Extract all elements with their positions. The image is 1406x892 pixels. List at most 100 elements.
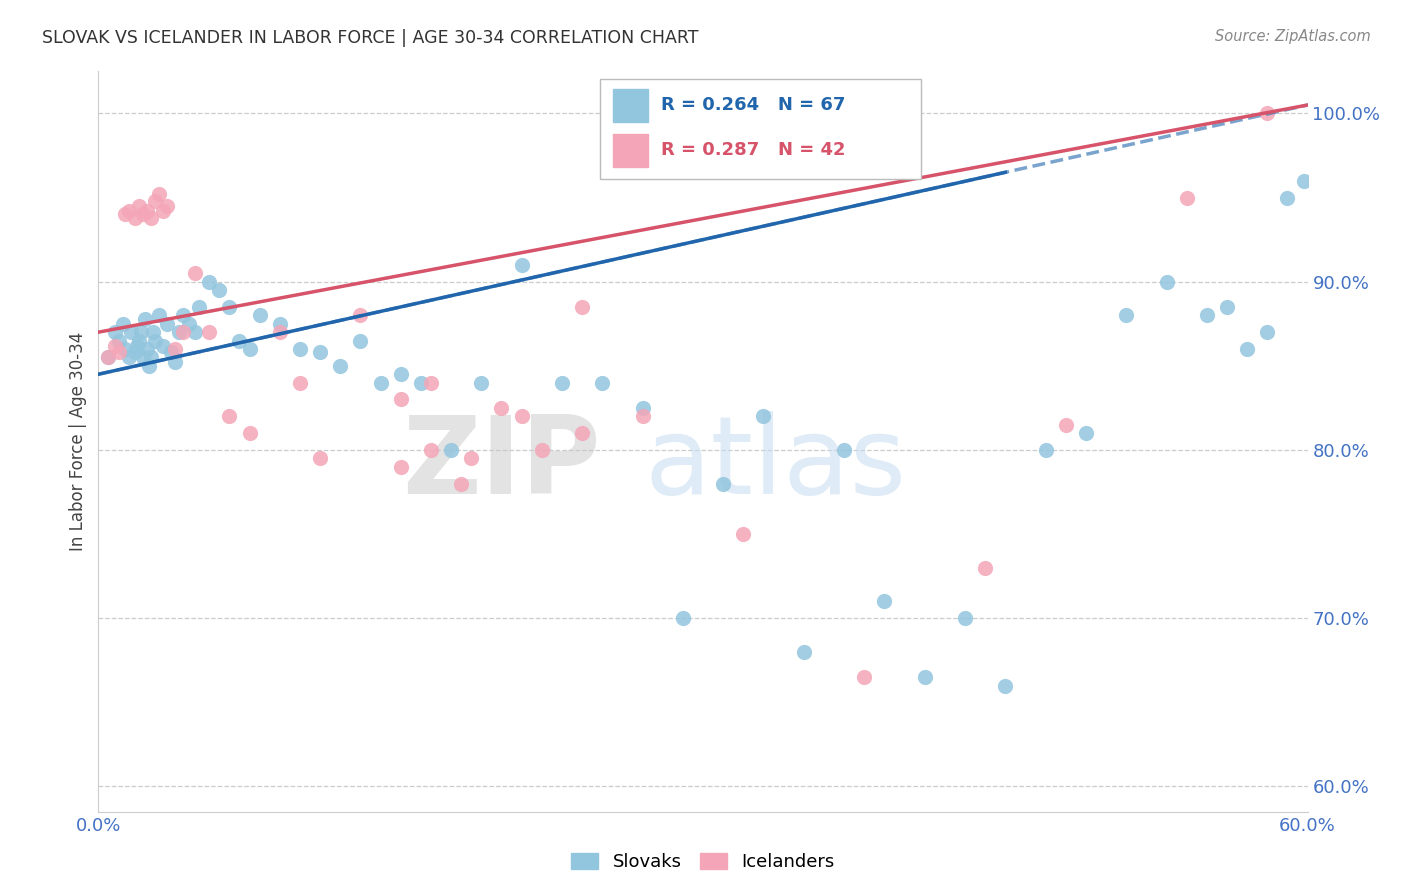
Point — [914, 670, 936, 684]
Point — [510, 258, 533, 272]
Point — [218, 409, 240, 424]
Point — [733, 527, 755, 541]
Point — [128, 199, 150, 213]
Point — [1216, 300, 1239, 314]
Point — [631, 401, 654, 415]
Point — [198, 325, 221, 339]
Point — [129, 325, 152, 339]
Point — [409, 376, 432, 390]
Point — [832, 442, 855, 457]
Point — [711, 476, 734, 491]
Point — [510, 409, 533, 424]
Point — [793, 645, 815, 659]
Point — [148, 187, 170, 202]
Point — [160, 345, 183, 359]
Point — [1195, 309, 1218, 323]
Point — [1277, 190, 1299, 204]
Point — [491, 401, 513, 415]
Point — [1115, 309, 1137, 323]
Point — [135, 204, 157, 219]
Point — [163, 355, 186, 369]
Point — [953, 611, 976, 625]
Point — [329, 359, 352, 373]
Point — [118, 351, 141, 365]
Point — [1074, 426, 1097, 441]
Text: ZIP: ZIP — [402, 410, 600, 516]
Point — [370, 376, 392, 390]
Point — [571, 300, 593, 314]
Point — [120, 325, 142, 339]
Legend: Slovaks, Icelanders: Slovaks, Icelanders — [564, 846, 842, 879]
Point — [143, 194, 166, 208]
Point — [111, 317, 134, 331]
Point — [389, 368, 412, 382]
Point — [198, 275, 221, 289]
Text: SLOVAK VS ICELANDER IN LABOR FORCE | AGE 30-34 CORRELATION CHART: SLOVAK VS ICELANDER IN LABOR FORCE | AGE… — [42, 29, 699, 46]
Point — [389, 392, 412, 407]
Point — [631, 409, 654, 424]
Point — [470, 376, 492, 390]
Point — [551, 376, 574, 390]
Point — [208, 283, 231, 297]
Point — [163, 342, 186, 356]
Point — [118, 204, 141, 219]
Point — [450, 476, 472, 491]
Point — [1054, 417, 1077, 432]
Point — [349, 334, 371, 348]
Point — [288, 376, 311, 390]
Point — [125, 338, 148, 352]
Text: Source: ZipAtlas.com: Source: ZipAtlas.com — [1215, 29, 1371, 44]
Point — [156, 199, 179, 213]
Point — [114, 342, 136, 356]
Point — [103, 338, 125, 352]
Point — [239, 342, 262, 356]
Point — [672, 611, 695, 625]
Point — [134, 311, 156, 326]
Point — [309, 451, 332, 466]
Point — [239, 426, 262, 441]
Point — [1236, 342, 1258, 356]
Point — [571, 426, 593, 441]
Point — [1256, 106, 1278, 120]
Point — [97, 351, 120, 365]
Point — [97, 351, 120, 365]
Point — [269, 325, 291, 339]
Point — [103, 325, 125, 339]
Point — [1292, 174, 1315, 188]
Point — [460, 451, 482, 466]
Point — [179, 317, 201, 331]
Point — [132, 207, 155, 221]
Point — [114, 207, 136, 221]
Point — [994, 679, 1017, 693]
Point — [228, 334, 250, 348]
Point — [440, 442, 463, 457]
Point — [156, 317, 179, 331]
Point — [420, 442, 443, 457]
Point — [530, 442, 553, 457]
Point — [752, 409, 775, 424]
Point — [139, 351, 162, 365]
Point — [873, 594, 896, 608]
Point — [152, 338, 174, 352]
Point — [107, 334, 129, 348]
Point — [853, 670, 876, 684]
Point — [184, 325, 207, 339]
Point — [591, 376, 613, 390]
Point — [128, 334, 150, 348]
Point — [132, 351, 155, 365]
Point — [349, 309, 371, 323]
Point — [188, 300, 211, 314]
Point — [288, 342, 311, 356]
Y-axis label: In Labor Force | Age 30-34: In Labor Force | Age 30-34 — [69, 332, 87, 551]
Point — [139, 211, 162, 225]
Point — [107, 345, 129, 359]
Point — [124, 345, 146, 359]
Point — [1175, 190, 1198, 204]
Point — [152, 204, 174, 219]
Point — [1256, 325, 1278, 339]
Point — [420, 376, 443, 390]
Point — [148, 309, 170, 323]
Text: atlas: atlas — [644, 410, 907, 516]
Point — [389, 459, 412, 474]
Point — [135, 342, 157, 356]
